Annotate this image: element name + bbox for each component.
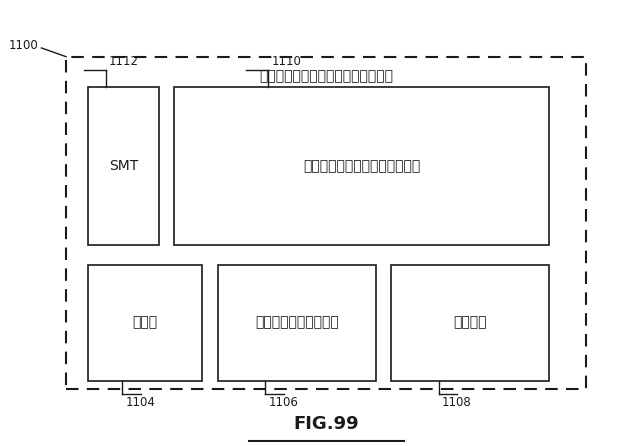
FancyBboxPatch shape [175, 87, 549, 245]
FancyBboxPatch shape [88, 87, 159, 245]
Text: 1110: 1110 [271, 54, 301, 68]
FancyBboxPatch shape [88, 264, 202, 380]
FancyBboxPatch shape [391, 264, 549, 380]
Text: 1104: 1104 [125, 396, 155, 409]
Text: SMT: SMT [109, 159, 138, 173]
Text: ダイバーシティ受信アーキテクチャ: ダイバーシティ受信アーキテクチャ [259, 70, 393, 83]
Text: 制御器: 制御器 [132, 316, 157, 330]
Text: 1112: 1112 [109, 54, 139, 68]
Text: 1108: 1108 [442, 396, 472, 409]
Text: FIG.99: FIG.99 [293, 415, 359, 434]
Text: マルチプレクシングアセンブリ: マルチプレクシングアセンブリ [303, 159, 420, 173]
FancyBboxPatch shape [218, 264, 376, 380]
Text: 1106: 1106 [268, 396, 298, 409]
Text: 組み合わせアセンブリ: 組み合わせアセンブリ [255, 316, 339, 330]
Text: 1100: 1100 [8, 39, 38, 52]
Text: フィルタ: フィルタ [453, 316, 487, 330]
